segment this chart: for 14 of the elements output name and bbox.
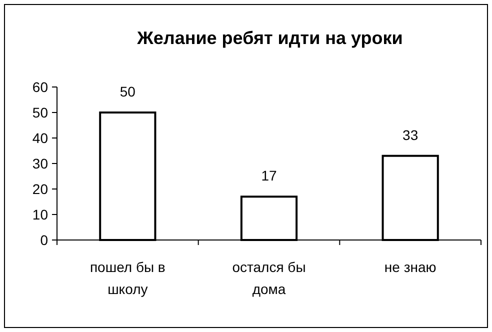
y-tick-label: 30: [32, 155, 48, 172]
x-tick-label: не знаю: [384, 259, 436, 275]
y-tick-label: 50: [32, 104, 48, 120]
y-tick-label: 40: [32, 130, 48, 146]
data-label: 33: [402, 126, 418, 143]
y-tick-label: 20: [32, 180, 48, 197]
x-tick-label: остался бы дома: [232, 259, 306, 297]
y-tick-label: 60: [32, 78, 48, 95]
data-label: 50: [120, 84, 136, 100]
data-label: 17: [261, 168, 277, 184]
y-tick-label: 0: [40, 232, 48, 248]
x-tick-label: пошел бы в школу: [90, 259, 166, 297]
y-tick-label: 10: [32, 206, 48, 222]
chart-title: Желание ребят идти на уроки: [136, 28, 403, 48]
